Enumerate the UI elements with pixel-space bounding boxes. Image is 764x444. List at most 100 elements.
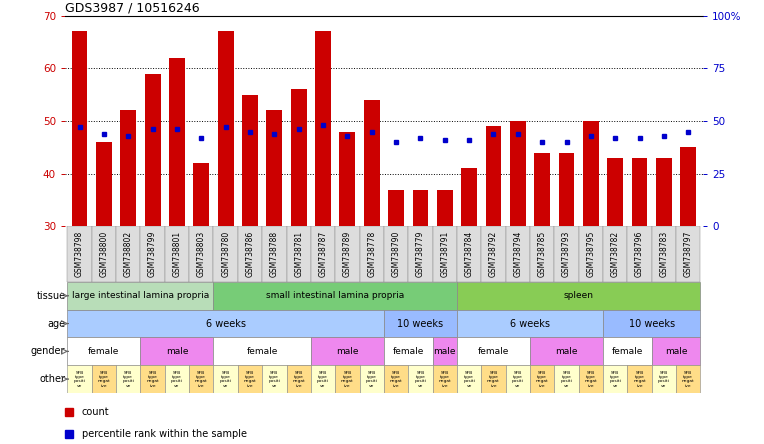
Text: GSM738798: GSM738798 <box>75 231 84 277</box>
Text: GSM738781: GSM738781 <box>294 231 303 277</box>
Bar <box>165 226 189 282</box>
Bar <box>603 226 627 282</box>
Bar <box>144 74 160 226</box>
Bar <box>530 337 603 365</box>
Text: SFB
type
positi
ve: SFB type positi ve <box>658 371 670 388</box>
Bar <box>384 365 408 393</box>
Text: GSM738797: GSM738797 <box>684 231 693 277</box>
Bar <box>652 226 676 282</box>
Bar <box>116 365 141 393</box>
Bar <box>360 226 384 282</box>
Bar <box>530 226 555 282</box>
Text: GSM738789: GSM738789 <box>343 231 352 277</box>
Bar <box>583 121 599 226</box>
Text: SFB
type
positi
ve: SFB type positi ve <box>171 371 183 388</box>
Text: female: female <box>88 347 120 356</box>
Bar <box>432 365 457 393</box>
Text: GSM738793: GSM738793 <box>562 231 571 277</box>
Text: tissue: tissue <box>37 291 66 301</box>
Text: male: male <box>665 347 688 356</box>
Text: GSM738785: GSM738785 <box>538 231 547 277</box>
Bar <box>67 310 384 337</box>
Bar <box>384 226 408 282</box>
Text: male: male <box>433 347 456 356</box>
Bar <box>238 226 262 282</box>
Bar <box>339 131 355 226</box>
Bar <box>238 365 262 393</box>
Bar <box>72 32 87 226</box>
Text: SFB
type
negat
ive: SFB type negat ive <box>536 371 549 388</box>
Text: GSM738803: GSM738803 <box>197 231 206 277</box>
Bar <box>262 365 286 393</box>
Bar <box>627 365 652 393</box>
Bar <box>461 168 477 226</box>
Text: SFB
type
negat
ive: SFB type negat ive <box>682 371 694 388</box>
Bar <box>92 365 116 393</box>
Bar <box>141 337 213 365</box>
Bar <box>676 226 701 282</box>
Bar <box>506 365 530 393</box>
Text: male: male <box>555 347 578 356</box>
Text: SFB
type
positi
ve: SFB type positi ve <box>415 371 426 388</box>
Text: age: age <box>47 318 66 329</box>
Text: SFB
type
negat
ive: SFB type negat ive <box>487 371 500 388</box>
Text: SFB
type
negat
ive: SFB type negat ive <box>341 371 354 388</box>
Text: count: count <box>82 407 109 417</box>
Text: spleen: spleen <box>564 291 594 300</box>
Bar <box>676 365 701 393</box>
Text: GSM738792: GSM738792 <box>489 231 498 277</box>
Bar <box>457 337 530 365</box>
Bar <box>603 337 652 365</box>
Bar <box>141 365 165 393</box>
Bar <box>578 365 603 393</box>
Text: female: female <box>478 347 509 356</box>
Text: GSM738799: GSM738799 <box>148 231 157 277</box>
Bar <box>457 282 701 310</box>
Bar <box>437 190 453 226</box>
Text: SFB
type
positi
ve: SFB type positi ve <box>609 371 621 388</box>
Bar <box>189 365 213 393</box>
Bar <box>291 89 306 226</box>
Text: male: male <box>166 347 188 356</box>
Bar <box>311 226 335 282</box>
Bar <box>656 158 672 226</box>
Text: SFB
type
positi
ve: SFB type positi ve <box>463 371 475 388</box>
Bar <box>360 365 384 393</box>
Bar <box>486 126 501 226</box>
Text: SFB
type
positi
ve: SFB type positi ve <box>561 371 572 388</box>
Bar <box>96 142 112 226</box>
Text: GSM738796: GSM738796 <box>635 231 644 277</box>
Bar <box>213 226 238 282</box>
Bar <box>555 226 578 282</box>
Bar <box>603 365 627 393</box>
Bar <box>555 365 578 393</box>
Text: GSM738800: GSM738800 <box>99 231 108 277</box>
Bar <box>384 310 457 337</box>
Bar <box>457 365 481 393</box>
Bar <box>652 337 701 365</box>
Text: large intestinal lamina propria: large intestinal lamina propria <box>72 291 209 300</box>
Text: GSM738802: GSM738802 <box>124 231 133 277</box>
Bar <box>165 365 189 393</box>
Text: SFB
type
positi
ve: SFB type positi ve <box>220 371 231 388</box>
Text: GDS3987 / 10516246: GDS3987 / 10516246 <box>65 1 199 14</box>
Text: female: female <box>393 347 424 356</box>
Bar <box>67 337 141 365</box>
Text: female: female <box>612 347 643 356</box>
Text: GSM738779: GSM738779 <box>416 231 425 277</box>
Bar <box>67 282 213 310</box>
Bar <box>534 153 550 226</box>
Bar <box>286 365 311 393</box>
Text: male: male <box>336 347 358 356</box>
Bar <box>286 226 311 282</box>
Text: gender: gender <box>31 346 66 357</box>
Text: other: other <box>40 374 66 384</box>
Text: SFB
type
positi
ve: SFB type positi ve <box>73 371 86 388</box>
Bar <box>481 365 506 393</box>
Bar <box>92 226 116 282</box>
Text: SFB
type
negat
ive: SFB type negat ive <box>633 371 646 388</box>
Bar <box>432 337 457 365</box>
Bar <box>242 95 258 226</box>
Bar <box>213 337 311 365</box>
Bar <box>578 226 603 282</box>
